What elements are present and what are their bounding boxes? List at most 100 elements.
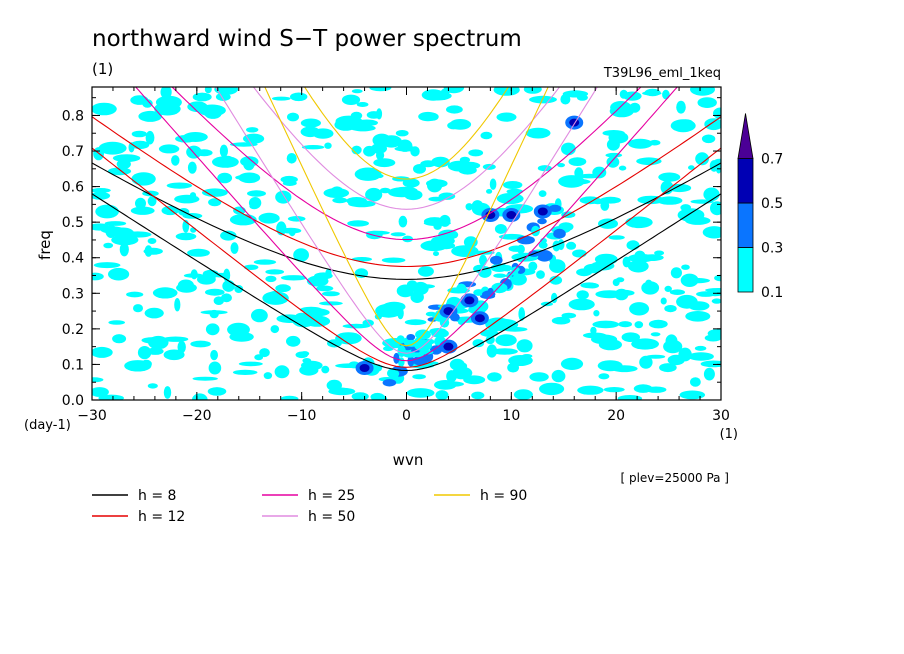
contour-blob	[406, 388, 435, 398]
contour-blob	[131, 130, 147, 138]
contour-blob	[286, 153, 297, 164]
contour-blob	[210, 349, 219, 361]
contour-blob	[417, 266, 434, 277]
legend-label: h = 12	[138, 509, 185, 525]
x-tick-label: −10	[287, 408, 317, 424]
contour-blob	[233, 206, 246, 215]
contour-blob	[413, 164, 426, 174]
contour-blob	[491, 348, 518, 355]
contour-blob	[701, 134, 716, 144]
contour-blob	[700, 360, 721, 368]
contour-blob	[220, 230, 237, 241]
contour-blob	[300, 126, 320, 138]
contour-blob	[324, 142, 332, 149]
contour-blob	[433, 251, 439, 257]
y-tick-label: 0.6	[62, 180, 84, 196]
contour-blob	[232, 369, 258, 375]
contour-blob	[374, 173, 384, 179]
contour-blob	[613, 289, 635, 296]
contour-blob	[342, 323, 370, 329]
contour-blob	[566, 241, 577, 250]
contour-blob	[137, 346, 152, 360]
contour-blob	[195, 149, 213, 157]
contour-blob	[373, 158, 396, 168]
contour-blob	[494, 224, 507, 234]
contour-blob	[702, 226, 721, 239]
dispersion-curve-lower	[215, 87, 598, 354]
contour-blob	[238, 172, 261, 184]
contour-blob	[92, 102, 117, 116]
contour-blob	[561, 142, 576, 156]
contour-blob	[92, 377, 104, 383]
contour-blob	[147, 196, 157, 207]
contour-blob	[322, 291, 340, 297]
contour-blob	[268, 290, 282, 301]
contour-blob	[275, 190, 292, 204]
contour-blob	[243, 133, 265, 144]
contour-blob	[640, 254, 664, 261]
contour-blob	[190, 340, 211, 348]
contour-blob	[506, 188, 524, 195]
contour-blob	[163, 349, 185, 361]
contour-blob	[503, 181, 523, 189]
contour-blob	[158, 144, 180, 154]
contour-blob	[681, 264, 690, 270]
contour-blob	[528, 261, 538, 271]
contour-blob	[657, 196, 683, 205]
contour-peak	[485, 211, 496, 220]
contour-blob	[387, 369, 400, 379]
contour-blob	[421, 89, 445, 101]
colorbar-label: 0.7	[761, 152, 783, 168]
contour-blob	[175, 232, 197, 241]
contour-blob	[301, 145, 325, 150]
contour-blob	[112, 334, 127, 344]
contour-blob	[518, 307, 525, 321]
contour-blob	[552, 240, 561, 252]
contour-blob	[198, 104, 226, 117]
contour-blob	[319, 301, 343, 306]
contour-blob	[647, 159, 655, 166]
contour-blob	[130, 95, 149, 105]
contour-blob	[704, 118, 721, 131]
contour-blob	[579, 196, 601, 205]
contour-blob	[300, 118, 321, 128]
contour-blob	[335, 115, 363, 127]
contour-blob	[402, 235, 414, 243]
contour-blob	[703, 367, 715, 381]
contour-blob	[680, 273, 699, 287]
dispersion-curve-upper	[303, 87, 510, 180]
chart-title: northward wind S−T power spectrum	[92, 26, 522, 52]
legend: h = 8 h = 12 h = 25 h = 50 h = 90	[92, 488, 527, 525]
contour-blob	[412, 352, 425, 358]
contour-blob	[710, 201, 721, 216]
contour-blob	[561, 312, 577, 319]
plev-annotation: [ plev=25000 Pa ]	[620, 471, 729, 485]
contour-blob	[473, 289, 485, 296]
contour-blob	[626, 240, 640, 251]
contour-blob	[217, 172, 233, 184]
contour-blob	[449, 358, 465, 371]
contour-blob	[430, 235, 455, 246]
contour-blob	[537, 218, 547, 225]
contour-blob	[406, 334, 416, 341]
contour-blob	[92, 191, 111, 200]
contour-blob	[426, 112, 439, 121]
contour-blob	[107, 167, 132, 176]
contour-blob	[98, 394, 124, 400]
contour-blob	[664, 285, 672, 292]
y-tick-label: 0.8	[62, 108, 84, 124]
contour-blob	[536, 250, 553, 262]
contour-blob	[147, 383, 158, 389]
x-axis-unit: (1)	[720, 427, 738, 442]
contour-blob	[247, 190, 266, 197]
contour-blob	[431, 156, 450, 168]
contour-blob	[381, 257, 406, 263]
contour-blob	[558, 222, 574, 232]
y-tick-label: 0.1	[62, 357, 84, 373]
dispersion-curve-lower	[92, 193, 721, 372]
contour-blob	[493, 273, 507, 278]
contour-blob	[685, 216, 711, 225]
contour-blob	[538, 190, 547, 198]
x-tick-label: −20	[182, 408, 212, 424]
contour-blob	[189, 192, 197, 199]
